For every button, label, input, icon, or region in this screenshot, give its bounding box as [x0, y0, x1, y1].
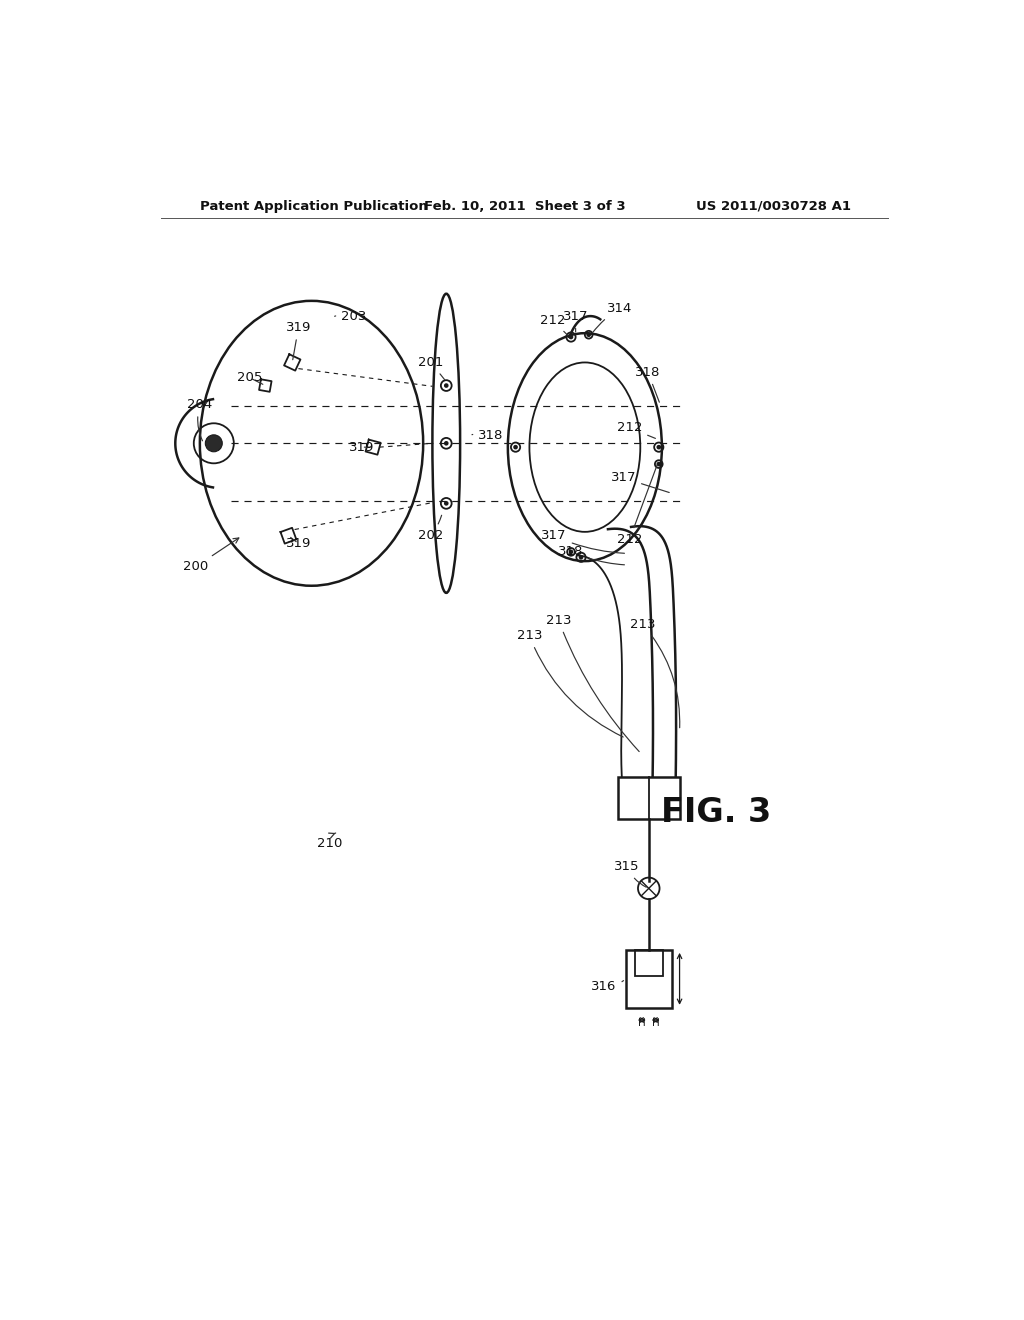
Circle shape	[656, 445, 662, 449]
Circle shape	[444, 441, 449, 446]
Text: 318: 318	[472, 429, 504, 442]
Bar	[635, 950, 663, 975]
Circle shape	[656, 462, 662, 466]
Text: 319: 319	[286, 321, 311, 360]
Text: 317: 317	[542, 529, 625, 553]
Text: 200: 200	[183, 539, 239, 573]
Text: 203: 203	[335, 310, 367, 323]
Text: 319: 319	[286, 537, 311, 550]
Circle shape	[568, 335, 573, 339]
Circle shape	[587, 333, 591, 337]
Text: 205: 205	[238, 371, 263, 384]
Text: 202: 202	[418, 515, 443, 543]
Bar	[617, 776, 680, 818]
Circle shape	[444, 383, 449, 388]
Text: 316: 316	[592, 979, 624, 993]
Text: 201: 201	[418, 356, 444, 380]
Text: 318: 318	[635, 366, 660, 403]
Text: 213: 213	[546, 614, 639, 751]
Circle shape	[513, 445, 518, 449]
Circle shape	[444, 502, 449, 506]
Text: US 2011/0030728 A1: US 2011/0030728 A1	[695, 199, 851, 213]
Text: 212: 212	[616, 421, 655, 438]
Bar	[626, 950, 672, 1007]
Text: H: H	[638, 1018, 646, 1028]
Text: 213: 213	[517, 630, 624, 737]
Circle shape	[579, 554, 584, 560]
Text: 319: 319	[349, 441, 374, 454]
Text: 315: 315	[614, 861, 646, 887]
Text: 212: 212	[540, 314, 567, 335]
Circle shape	[568, 549, 573, 554]
Text: FIG. 3: FIG. 3	[660, 796, 771, 829]
Text: 314: 314	[593, 302, 632, 333]
Text: 212: 212	[616, 465, 657, 546]
Text: 317: 317	[563, 310, 589, 331]
Circle shape	[206, 434, 222, 451]
Text: H: H	[652, 1018, 659, 1028]
Text: 213: 213	[630, 618, 680, 727]
Text: 317: 317	[610, 471, 670, 492]
Text: 204: 204	[187, 399, 213, 441]
Text: Patent Application Publication: Patent Application Publication	[200, 199, 428, 213]
Text: 210: 210	[316, 833, 342, 850]
Text: 318: 318	[558, 545, 625, 565]
Text: Feb. 10, 2011  Sheet 3 of 3: Feb. 10, 2011 Sheet 3 of 3	[424, 199, 626, 213]
